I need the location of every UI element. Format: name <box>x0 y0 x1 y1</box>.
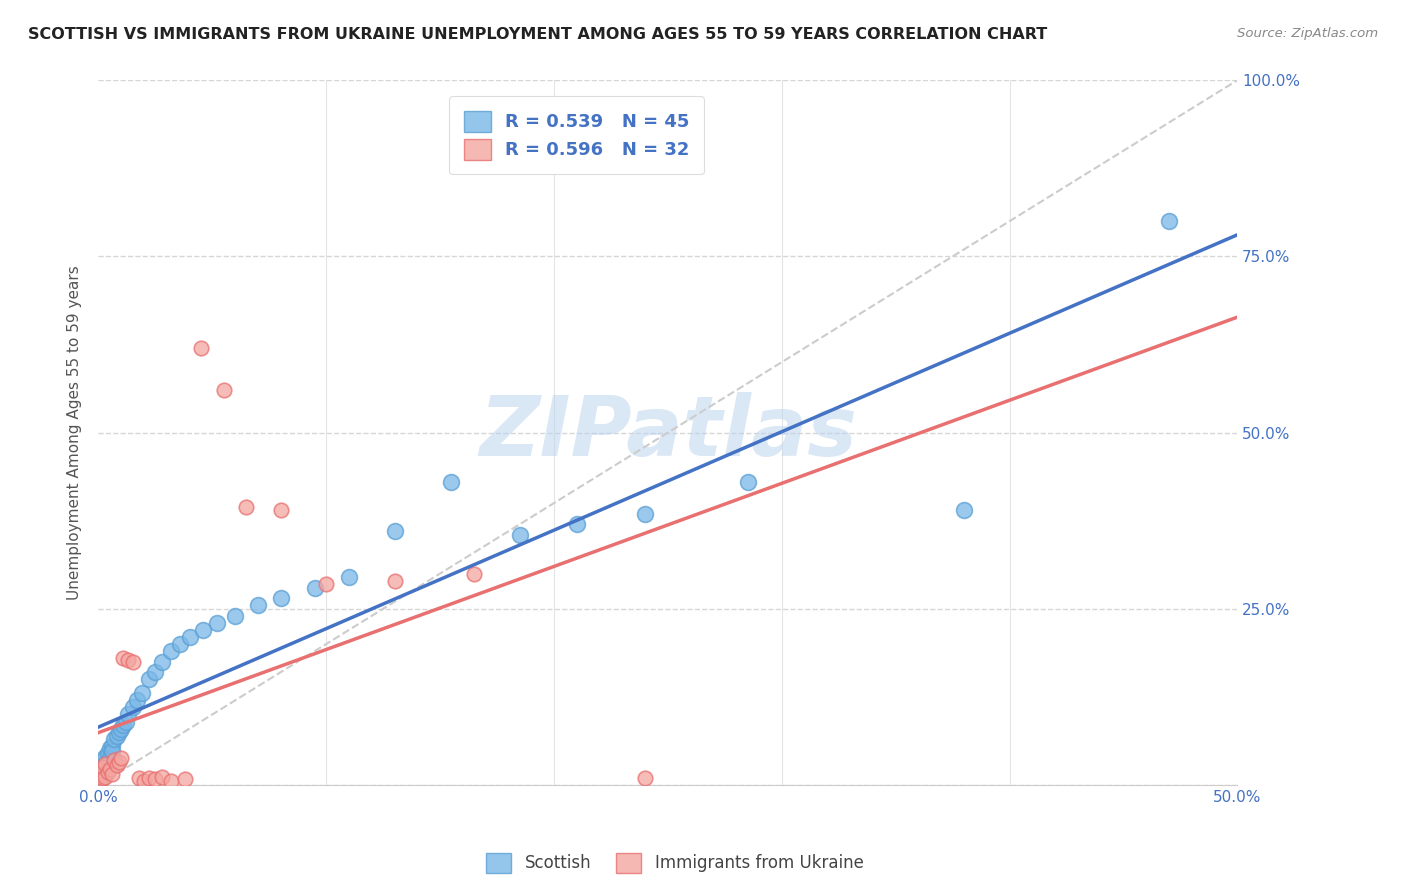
Point <box>565 517 588 532</box>
Point <box>121 700 143 714</box>
Point <box>315 577 337 591</box>
Y-axis label: Unemployment Among Ages 55 to 59 years: Unemployment Among Ages 55 to 59 years <box>67 265 83 600</box>
Point <box>90 770 112 784</box>
Point <box>179 630 201 644</box>
Point <box>105 729 128 743</box>
Point <box>150 655 173 669</box>
Point <box>98 751 121 765</box>
Point <box>94 749 117 764</box>
Point <box>138 771 160 785</box>
Point <box>101 739 124 754</box>
Point <box>235 500 257 514</box>
Point <box>103 753 125 767</box>
Point <box>634 771 657 785</box>
Point <box>98 741 121 756</box>
Point <box>1157 214 1180 228</box>
Point <box>384 574 406 588</box>
Point <box>91 758 114 772</box>
Point <box>145 665 167 680</box>
Point <box>90 772 112 787</box>
Point <box>337 570 360 584</box>
Point <box>224 608 246 623</box>
Point <box>304 581 326 595</box>
Point <box>246 599 269 613</box>
Point <box>96 765 118 780</box>
Point <box>90 767 112 781</box>
Point <box>98 763 121 777</box>
Point <box>160 774 183 789</box>
Legend: R = 0.539   N = 45, R = 0.596   N = 32: R = 0.539 N = 45, R = 0.596 N = 32 <box>449 96 704 174</box>
Point <box>174 772 197 787</box>
Point <box>463 566 485 581</box>
Point <box>953 503 976 517</box>
Point <box>193 623 215 637</box>
Point <box>96 760 118 774</box>
Point <box>105 758 128 772</box>
Point <box>108 756 131 770</box>
Point <box>94 770 117 784</box>
Point <box>169 637 191 651</box>
Point <box>90 765 112 780</box>
Point <box>91 760 114 774</box>
Point <box>91 763 114 777</box>
Point <box>108 725 131 739</box>
Point <box>634 507 657 521</box>
Point <box>91 771 114 785</box>
Point <box>101 767 124 781</box>
Point <box>205 615 228 630</box>
Point <box>112 651 135 665</box>
Text: SCOTTISH VS IMMIGRANTS FROM UKRAINE UNEMPLOYMENT AMONG AGES 55 TO 59 YEARS CORRE: SCOTTISH VS IMMIGRANTS FROM UKRAINE UNEM… <box>28 27 1047 42</box>
Point <box>91 753 114 767</box>
Point <box>128 771 150 785</box>
Point <box>117 707 139 722</box>
Text: ZIPatlas: ZIPatlas <box>479 392 856 473</box>
Point <box>145 772 167 787</box>
Point <box>114 714 136 729</box>
Legend: Scottish, Immigrants from Ukraine: Scottish, Immigrants from Ukraine <box>479 847 870 880</box>
Point <box>131 686 153 700</box>
Point <box>132 774 155 789</box>
Point <box>127 693 149 707</box>
Point <box>150 770 173 784</box>
Point <box>138 673 160 687</box>
Point <box>110 751 132 765</box>
Point <box>90 772 112 787</box>
Point <box>737 475 759 489</box>
Point <box>94 756 117 771</box>
Point <box>509 528 531 542</box>
Point <box>270 503 292 517</box>
Point <box>384 524 406 539</box>
Point <box>112 718 135 732</box>
Point <box>94 756 117 771</box>
Point <box>212 384 235 398</box>
Point <box>121 655 143 669</box>
Text: Source: ZipAtlas.com: Source: ZipAtlas.com <box>1237 27 1378 40</box>
Point <box>440 475 463 489</box>
Point <box>90 764 112 778</box>
Point <box>270 591 292 606</box>
Point <box>96 746 118 760</box>
Point <box>190 341 212 355</box>
Point <box>110 722 132 736</box>
Point <box>103 732 125 747</box>
Point <box>101 744 124 758</box>
Point <box>160 644 183 658</box>
Point <box>117 652 139 666</box>
